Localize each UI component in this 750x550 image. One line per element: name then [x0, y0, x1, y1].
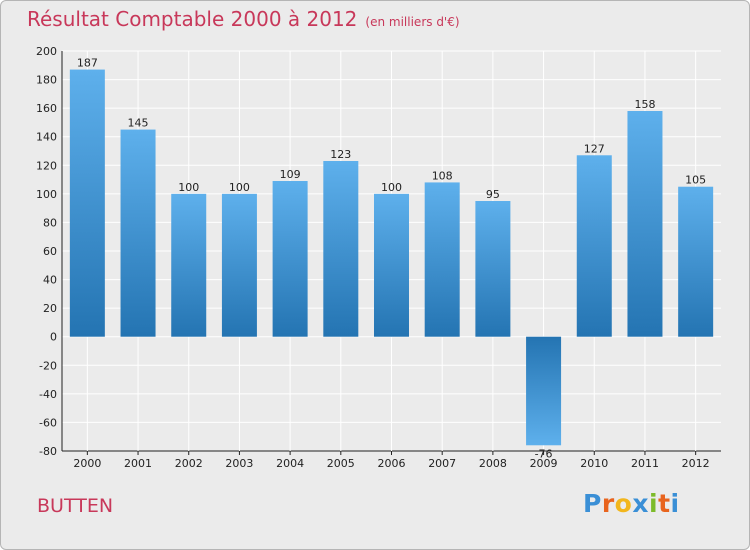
- chart-title: Résultat Comptable 2000 à 2012 (en millie…: [27, 7, 460, 31]
- x-tick-label: 2003: [225, 457, 253, 470]
- y-tick-label: 60: [43, 245, 57, 258]
- bar-2009: [526, 336, 562, 446]
- bar-value-label: 100: [178, 181, 199, 194]
- y-tick-label: 140: [36, 131, 57, 144]
- y-tick-label: -20: [39, 359, 57, 372]
- bar-2008: [475, 201, 511, 337]
- bar-2005: [323, 161, 359, 337]
- x-tick-label: 2006: [378, 457, 406, 470]
- bar-2003: [221, 193, 257, 337]
- y-tick-label: -80: [39, 445, 57, 458]
- bar-value-label: 108: [432, 169, 453, 182]
- x-tick-label: 2009: [530, 457, 558, 470]
- bar-2010: [576, 155, 612, 337]
- bar-value-label: 158: [634, 98, 655, 111]
- bar-value-label: 127: [584, 142, 605, 155]
- bar-value-label: 105: [685, 174, 706, 187]
- bar-2011: [627, 111, 663, 337]
- y-tick-label: 160: [36, 102, 57, 115]
- y-tick-label: 180: [36, 74, 57, 87]
- chart-subtitle: (en milliers d'€): [365, 15, 460, 29]
- x-tick-label: 2002: [175, 457, 203, 470]
- logo-letter: i: [649, 489, 659, 518]
- x-tick-label: 2001: [124, 457, 152, 470]
- y-tick-label: 120: [36, 159, 57, 172]
- x-tick-label: 2011: [631, 457, 659, 470]
- bar-value-label: 100: [381, 181, 402, 194]
- y-tick-label: 0: [50, 331, 57, 344]
- y-tick-label: -60: [39, 416, 57, 429]
- logo-letter: x: [632, 489, 649, 518]
- bar-value-label: 187: [77, 57, 98, 70]
- bar-2012: [678, 186, 714, 337]
- bar-value-label: 123: [330, 148, 351, 161]
- logo-letter: P: [583, 489, 602, 518]
- y-tick-label: 20: [43, 302, 57, 315]
- location-name: BUTTEN: [37, 495, 114, 517]
- bar-value-label: 109: [280, 168, 301, 181]
- chart-title-text: Résultat Comptable 2000 à 2012: [27, 7, 358, 31]
- y-tick-label: 80: [43, 216, 57, 229]
- x-tick-label: 2012: [682, 457, 710, 470]
- bar-2001: [120, 129, 156, 337]
- y-tick-label: 100: [36, 188, 57, 201]
- x-tick-label: 2005: [327, 457, 355, 470]
- x-tick-label: 2010: [580, 457, 608, 470]
- y-tick-label: -40: [39, 388, 57, 401]
- y-tick-label: 40: [43, 274, 57, 287]
- bar-2000: [69, 69, 105, 337]
- x-tick-label: 2004: [276, 457, 304, 470]
- bar-2004: [272, 181, 308, 337]
- y-tick-label: 200: [36, 45, 57, 58]
- bar-2006: [374, 193, 409, 337]
- logo-letter: i: [670, 489, 680, 518]
- bar-value-label: 145: [128, 117, 149, 130]
- bar-2007: [424, 182, 460, 337]
- x-tick-label: 2000: [73, 457, 101, 470]
- logo-letter: o: [614, 489, 633, 518]
- x-tick-label: 2008: [479, 457, 507, 470]
- proxiti-logo: Proxiti: [583, 489, 680, 518]
- x-tick-label: 2007: [428, 457, 456, 470]
- logo-letter: t: [658, 489, 671, 518]
- bar-value-label: 100: [229, 181, 250, 194]
- logo-letter: r: [601, 489, 615, 518]
- bar-2002: [171, 193, 207, 337]
- bar-value-label: 95: [486, 188, 500, 201]
